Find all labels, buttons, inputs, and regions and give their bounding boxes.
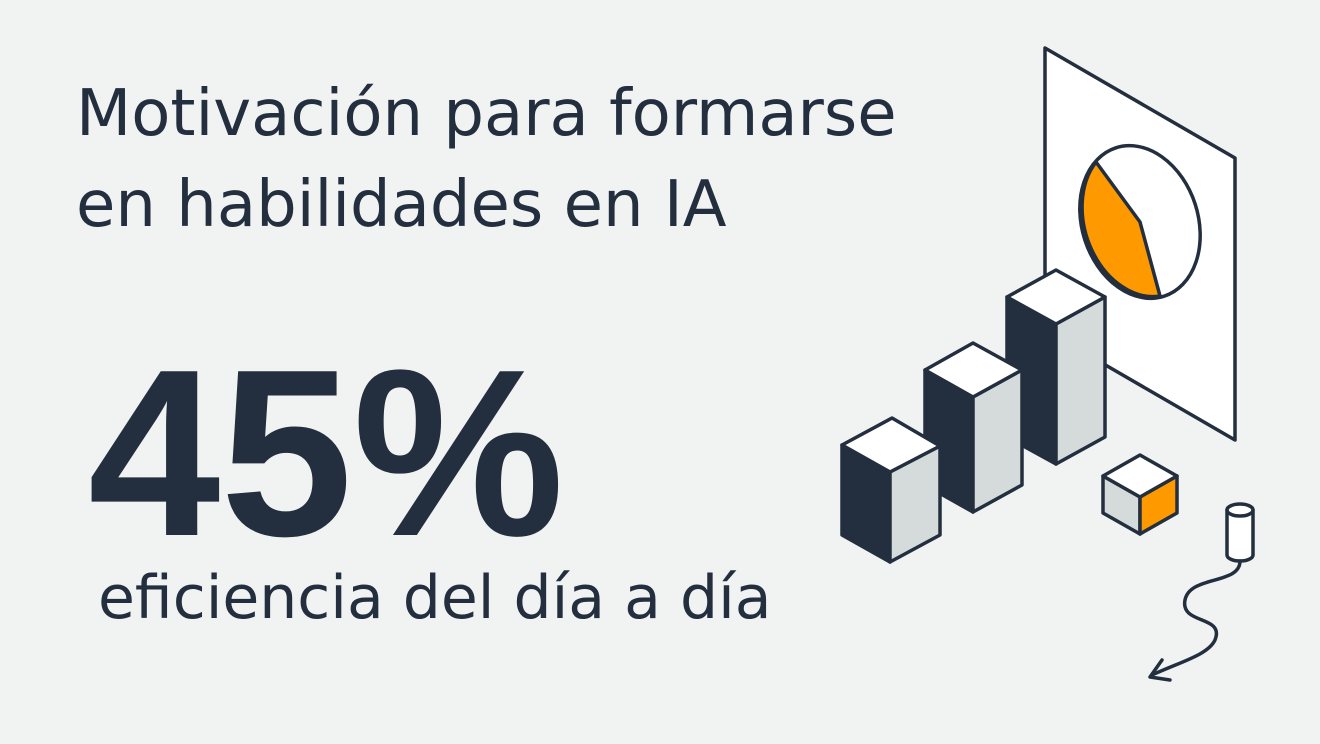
- arrow-path: [1150, 559, 1242, 677]
- illustration: [840, 46, 1255, 682]
- pie-slice: [1080, 160, 1162, 299]
- bar-1: [840, 416, 942, 564]
- arrow-head: [1148, 658, 1172, 682]
- stat-caption: eficiencia del día a día: [98, 563, 772, 633]
- cylinder: [1225, 502, 1255, 563]
- title-line: en habilidades en IA: [76, 168, 727, 242]
- title-line: Motivación para formarse: [76, 77, 897, 151]
- stat-figure: 45%: [88, 321, 564, 586]
- cube: [1101, 453, 1179, 536]
